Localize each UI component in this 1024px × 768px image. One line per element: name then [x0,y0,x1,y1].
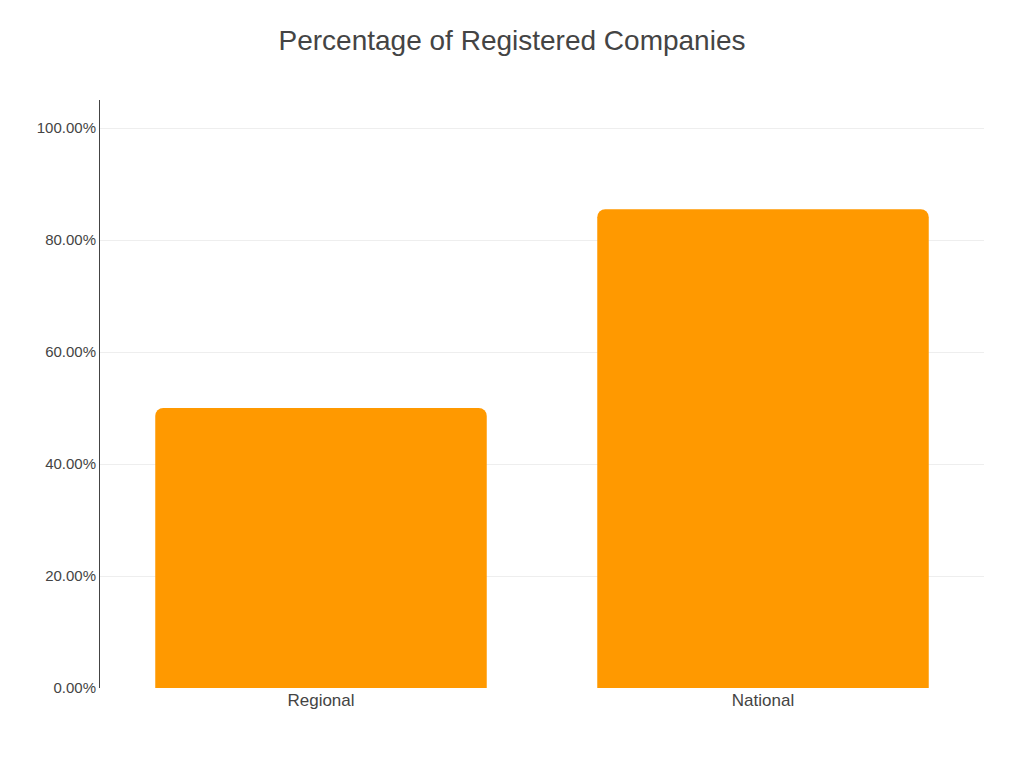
svg-text:100.00%: 100.00% [37,119,96,136]
svg-text:Regional: Regional [287,691,354,710]
svg-text:National: National [732,691,794,710]
svg-text:40.00%: 40.00% [45,455,96,472]
svg-text:Percentage of Registered Compa: Percentage of Registered Companies [279,25,746,56]
svg-text:80.00%: 80.00% [45,231,96,248]
svg-text:20.00%: 20.00% [45,567,96,584]
svg-text:60.00%: 60.00% [45,343,96,360]
svg-text:0.00%: 0.00% [53,679,96,696]
